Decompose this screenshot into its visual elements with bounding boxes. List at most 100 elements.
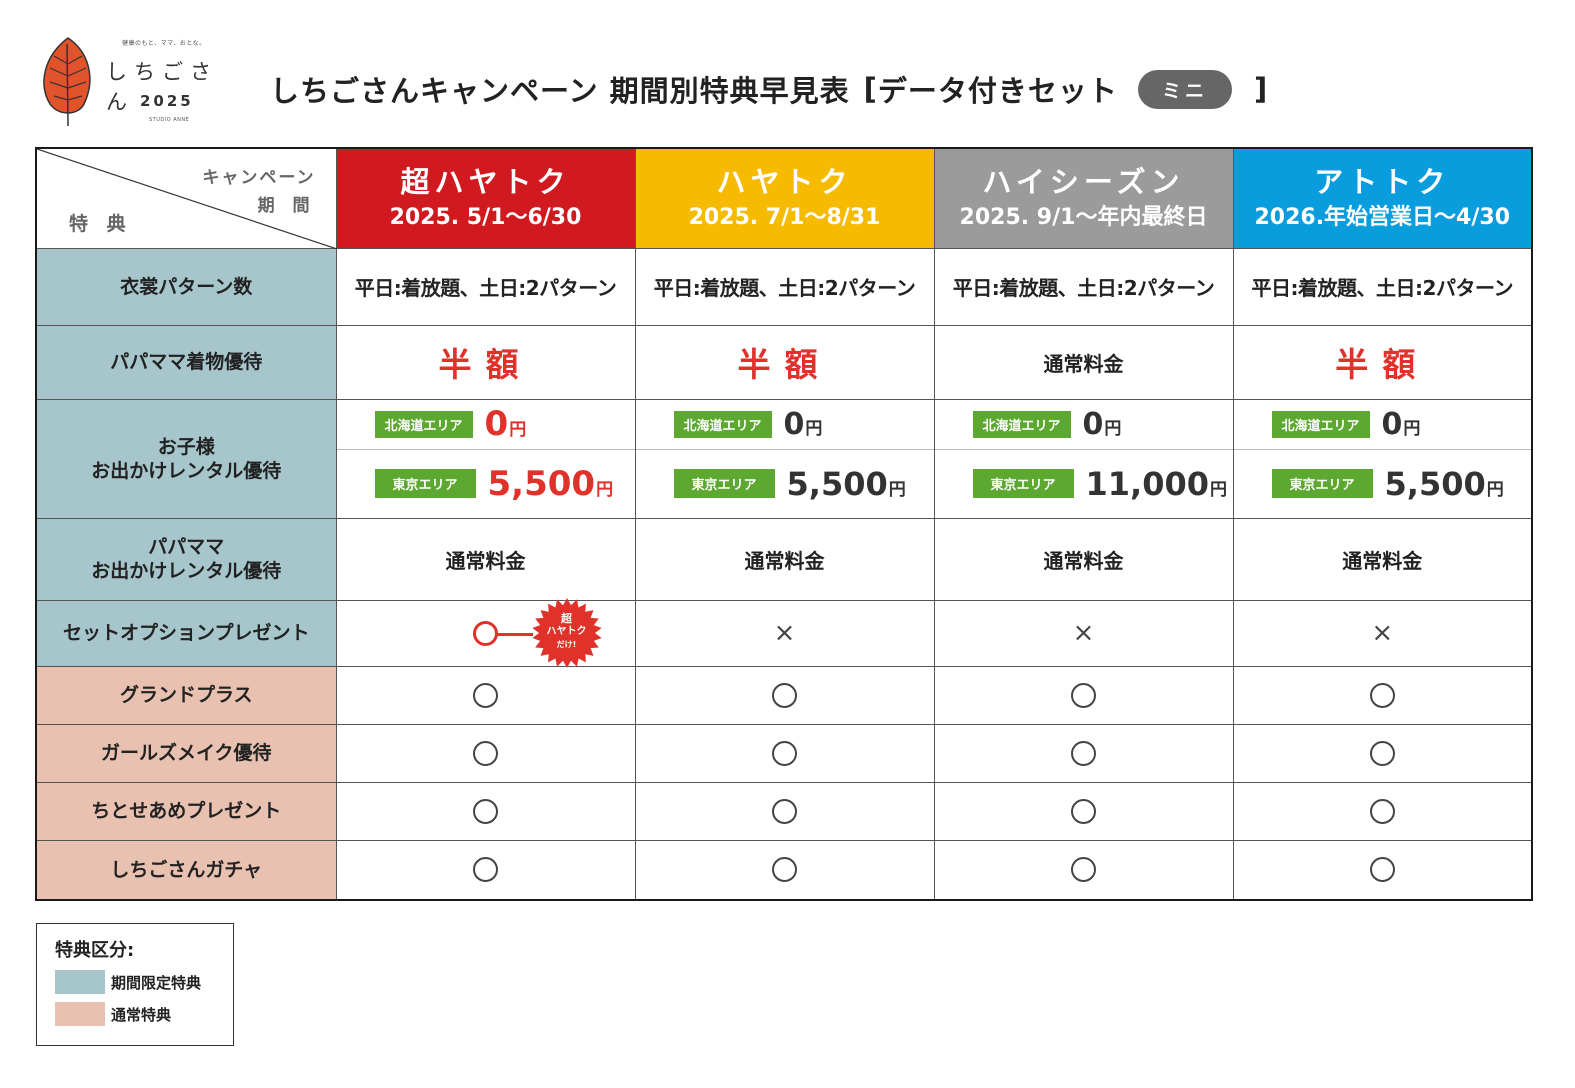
title-text: しちごさんキャンペーン 期間別特典早見表	[270, 74, 850, 108]
campaign-header-hayatoku: ハヤトク 2025. 7/1～8/31	[634, 147, 935, 249]
corner-header-cell: キャンペーン 期 間 特 典	[35, 147, 337, 249]
title-subtitle: データ付きセット	[877, 74, 1118, 108]
circle-mark-icon	[473, 682, 498, 708]
campaign-header-cho-hayatoku: 超ハヤトク 2025. 5/1～6/30	[335, 147, 636, 249]
available-cell	[933, 781, 1234, 841]
campaign-period: 2025. 9/1～年内最終日	[959, 205, 1208, 231]
circle-mark-icon	[1071, 798, 1096, 824]
row-label: しちごさんガチャ	[35, 839, 337, 901]
normal-fee-cell: 通常料金	[1232, 517, 1533, 601]
half-price-cell: 半額	[335, 324, 636, 400]
row-label: パパママ着物優待	[35, 324, 337, 400]
tokyo-price: 11,000円	[1085, 464, 1227, 503]
row-label: お子様 お出かけレンタル優待	[35, 398, 337, 519]
campaign-name: ハイシーズン	[982, 165, 1185, 200]
costume-cell: 平日:着放題、土日:2パターン	[335, 247, 636, 326]
kids-rental-cell: 北海道エリア 0円 東京エリア 5,500円	[634, 398, 935, 519]
title-bracket-open: [	[863, 72, 878, 106]
hokkaido-line: 北海道エリア 0円	[336, 400, 635, 450]
row-label-line: お出かけレンタル優待	[91, 560, 282, 582]
period-axis-label: 期 間	[257, 196, 316, 216]
legend-item-limited: 期間限定特典	[55, 970, 233, 994]
available-cell	[933, 723, 1234, 783]
logo-studio: STUDIO ANNE	[149, 117, 190, 123]
available-cell	[335, 665, 636, 725]
available-cell	[335, 839, 636, 901]
row-label-line: お子様	[157, 435, 215, 458]
logo-tagline: 健康のもと、ママ、おとな。	[122, 40, 206, 47]
kids-rental-cell: 北海道エリア 0円 東京エリア 5,500円	[1232, 398, 1533, 519]
legend-title: 特典区分:	[55, 940, 135, 961]
cross-mark: ×	[634, 599, 935, 667]
available-cell	[335, 723, 636, 783]
campaign-name: 超ハヤトク	[400, 165, 571, 200]
circle-mark-icon	[772, 740, 797, 766]
half-price-cell: 半額	[634, 324, 935, 400]
table-row-grand-plus: グランドプラス	[35, 665, 1533, 725]
burst-connector	[496, 632, 533, 636]
tokyo-line: 東京エリア 5,500円	[1234, 450, 1532, 518]
circle-mark-icon	[772, 682, 797, 708]
hokkaido-area-tag: 北海道エリア	[374, 410, 473, 438]
campaign-period: 2025. 5/1～6/30	[389, 205, 582, 231]
tokyo-line: 東京エリア 5,500円	[337, 450, 635, 518]
available-cell	[634, 781, 935, 841]
legend-label: 期間限定特典	[111, 973, 202, 992]
table-row-gacha: しちごさんガチャ	[35, 839, 1533, 901]
normal-fee-cell: 通常料金	[933, 324, 1234, 400]
available-cell	[335, 781, 636, 841]
normal-fee-cell: 通常料金	[634, 517, 935, 601]
tokyo-area-tag: 東京エリア	[972, 469, 1074, 498]
tokyo-price: 5,500円	[786, 464, 906, 503]
benefit-axis-label: 特 典	[69, 213, 132, 235]
campaign-axis-label: キャンペーン	[202, 168, 316, 188]
circle-mark-icon	[772, 798, 797, 824]
circle-mark-icon	[1071, 682, 1096, 708]
legend-swatch	[55, 970, 105, 994]
available-cell	[933, 665, 1234, 725]
table-row-papamama-kimono: パパママ着物優待 半額 半額 通常料金 半額	[35, 324, 1533, 400]
row-label: グランドプラス	[35, 665, 337, 725]
kids-rental-cell: 北海道エリア 0円 東京エリア 11,000円	[933, 398, 1234, 519]
legend: 特典区分: 期間限定特典 通常特典	[36, 923, 234, 1046]
available-cell	[1232, 839, 1533, 901]
campaign-period: 2025. 7/1～8/31	[688, 205, 881, 231]
circle-mark-icon	[772, 857, 797, 883]
table-row-chitose-ame: ちとせあめプレゼント	[35, 781, 1533, 841]
campaign-period: 2026.年始営業日～4/30	[1254, 205, 1511, 231]
hokkaido-area-tag: 北海道エリア	[673, 410, 772, 438]
hokkaido-area-tag: 北海道エリア	[972, 410, 1071, 438]
title-bracket-close: ]	[1253, 72, 1269, 106]
row-label: パパママ お出かけレンタル優待	[35, 517, 337, 601]
row-label: セットオプションプレゼント	[35, 599, 337, 667]
starburst-icon	[531, 597, 602, 668]
hokkaido-price: 0円	[1381, 406, 1421, 442]
tokyo-area-tag: 東京エリア	[673, 469, 775, 498]
costume-cell: 平日:着放題、土日:2パターン	[634, 247, 935, 326]
hokkaido-line: 北海道エリア 0円	[635, 400, 934, 450]
row-label-line: お出かけレンタル優待	[91, 459, 282, 482]
table-row-costume: 衣裳パターン数 平日:着放題、土日:2パターン 平日:着放題、土日:2パターン …	[35, 247, 1533, 326]
legend-item-normal: 通常特典	[55, 1002, 233, 1026]
available-cell	[634, 665, 935, 725]
tokyo-line: 東京エリア 11,000円	[935, 450, 1233, 518]
burst-text: 超 ハヤトク だけ!	[546, 611, 587, 649]
hokkaido-price: 0円	[783, 406, 823, 442]
logo: 健康のもと、ママ、おとな。 しちごさん 2025 STUDIO ANNE	[34, 34, 234, 129]
tokyo-area-tag: 東京エリア	[1271, 469, 1373, 498]
circle-mark-icon	[473, 740, 498, 766]
set-option-cell: 超 ハヤトク だけ!	[335, 597, 636, 668]
available-cell	[933, 839, 1234, 901]
circle-mark-icon	[1369, 798, 1395, 824]
table-row-set-option: セットオプションプレゼント 超 ハヤトク だけ! × × ×	[35, 597, 1533, 668]
campaign-name: ハヤトク	[716, 165, 853, 200]
table-header-row: キャンペーン 期 間 特 典 超ハヤトク 2025. 5/1～6/30 ハヤトク…	[35, 147, 1533, 249]
tokyo-price: 5,500円	[487, 463, 614, 504]
table-row-kids-rental: お子様 お出かけレンタル優待 北海道エリア 0円 東京エリア 5,500円 北海…	[35, 398, 1533, 519]
circle-mark-icon	[1369, 682, 1395, 708]
legend-swatch	[55, 1002, 105, 1026]
circle-mark-icon	[1071, 857, 1096, 883]
campaign-header-high-season: ハイシーズン 2025. 9/1～年内最終日	[933, 147, 1234, 249]
hokkaido-area-tag: 北海道エリア	[1271, 410, 1370, 438]
row-label: ガールズメイク優待	[35, 723, 337, 783]
